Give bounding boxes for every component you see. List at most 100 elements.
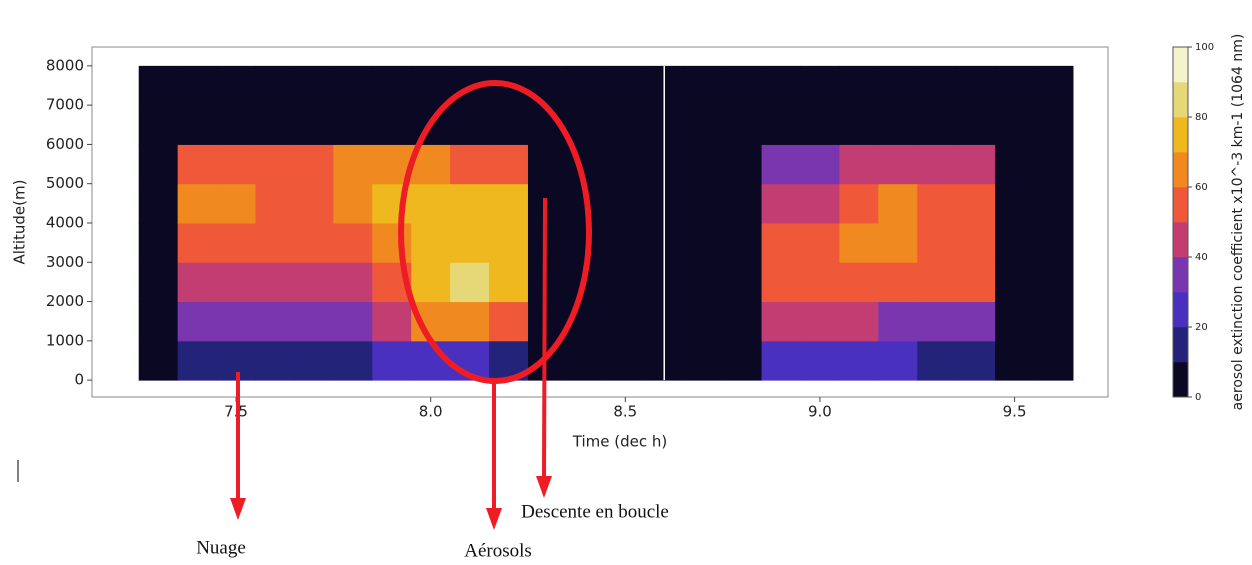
arrow-head	[486, 508, 502, 530]
heatmap-cell	[956, 340, 996, 381]
x-tick-label: 8.5	[613, 403, 637, 421]
heatmap-cell	[878, 262, 918, 303]
heatmap-cell	[333, 262, 373, 303]
heatmap-cell	[878, 183, 918, 224]
heatmap-cell	[333, 183, 373, 224]
heatmap-cell	[605, 301, 646, 342]
arrow-head	[536, 476, 552, 498]
heatmap-cell	[605, 105, 646, 145]
heatmap-cell	[177, 301, 218, 342]
colorbar-swatch	[1173, 117, 1188, 153]
heatmap-cell	[216, 144, 256, 185]
colorbar-swatch	[1173, 82, 1188, 118]
heatmap-cell	[138, 340, 179, 381]
heatmap-cell	[411, 65, 451, 106]
colorbar-frame	[1172, 46, 1189, 398]
heatmap-cell	[527, 222, 568, 263]
heatmap-cell	[216, 183, 256, 224]
x-tick-label: 9.0	[808, 403, 832, 421]
heatmap-cell	[605, 183, 646, 224]
heatmap-cell	[333, 301, 373, 342]
heatmap-cell	[722, 65, 763, 106]
heatmap-cell	[761, 340, 801, 381]
heatmap-cell	[372, 340, 412, 381]
heatmap-cell	[917, 65, 957, 106]
heatmap-cell	[956, 105, 996, 145]
heatmap-cell	[839, 262, 879, 303]
heatmap-cell	[878, 301, 918, 342]
heatmap-cell	[839, 183, 879, 224]
heatmap-cell	[411, 262, 451, 303]
heatmap-cell	[722, 105, 763, 145]
heatmap-cell	[722, 301, 763, 342]
heatmap-cell	[489, 222, 529, 263]
heatmap-cell	[1034, 301, 1074, 342]
heatmap-cell	[761, 65, 801, 106]
heatmap-cell	[878, 144, 918, 185]
heatmap-cell	[995, 105, 1035, 145]
heatmap-cell	[450, 222, 490, 263]
heatmap-cell	[1034, 262, 1074, 303]
heatmap-cell	[411, 222, 451, 263]
colorbar-swatch	[1173, 187, 1188, 223]
heatmap-cell	[1034, 222, 1074, 263]
heatmap-cell	[956, 183, 996, 224]
colorbar-tick-label: 0	[1195, 392, 1201, 403]
heatmap-cell	[372, 301, 412, 342]
heatmap-cell	[216, 301, 256, 342]
heatmap-cell	[489, 105, 529, 145]
colorbar-tick-label: 80	[1195, 112, 1208, 123]
heatmap-cell	[489, 301, 529, 342]
heatmap-cell	[294, 222, 334, 263]
heatmap-cell	[216, 65, 256, 106]
y-axis-label: Altitude(m)	[11, 180, 29, 265]
heatmap-cell	[995, 262, 1035, 303]
heatmap-cell	[995, 301, 1035, 342]
heatmap-cell	[294, 262, 334, 303]
heatmap-cell	[800, 65, 840, 106]
heatmap-cell	[761, 262, 801, 303]
heatmap-cell	[450, 105, 490, 145]
heatmap-cell	[761, 144, 801, 185]
y-tick-label: 1000	[46, 331, 84, 349]
heatmap-cell	[956, 222, 996, 263]
y-tick-label: 2000	[46, 292, 84, 310]
colorbar-swatch	[1173, 222, 1188, 258]
heatmap-cell	[761, 105, 801, 145]
heatmap-cell	[1034, 183, 1074, 224]
heatmap-cell	[294, 340, 334, 381]
colorbar-swatch	[1173, 47, 1188, 83]
heatmap-cell	[255, 105, 295, 145]
heatmap-cell	[216, 222, 256, 263]
heatmap-cell	[177, 183, 218, 224]
heatmap-cell	[177, 105, 218, 145]
colorbar-tick-label: 20	[1195, 322, 1208, 333]
heatmap-cell	[489, 144, 529, 185]
heatmap-cell	[138, 301, 179, 342]
x-tick-label: 9.5	[1003, 403, 1027, 421]
heatmap-cell	[956, 144, 996, 185]
heatmap-cell	[527, 183, 568, 224]
heatmap-cell	[450, 183, 490, 224]
heatmap-cell	[995, 340, 1035, 381]
heatmap-cell	[995, 222, 1035, 263]
heatmap-cell	[138, 183, 179, 224]
heatmap-cell	[800, 183, 840, 224]
heatmap-cell	[489, 183, 529, 224]
heatmap-cell	[489, 262, 529, 303]
heatmap-cell	[722, 144, 763, 185]
heatmap-cell	[605, 222, 646, 263]
heatmap-cell	[917, 183, 957, 224]
heatmap-cell	[605, 144, 646, 185]
heatmap-cell	[683, 301, 724, 342]
heatmap-cell	[605, 340, 646, 381]
heatmap-cell	[878, 65, 918, 106]
heatmap-cell	[722, 222, 763, 263]
heatmap-cell	[917, 144, 957, 185]
heatmap-cell	[333, 105, 373, 145]
heatmap-cell	[216, 105, 256, 145]
heatmap-cell	[255, 222, 295, 263]
heatmap-cell	[177, 222, 218, 263]
y-tick-label: 8000	[46, 56, 84, 74]
heatmap-cell	[1034, 340, 1074, 381]
